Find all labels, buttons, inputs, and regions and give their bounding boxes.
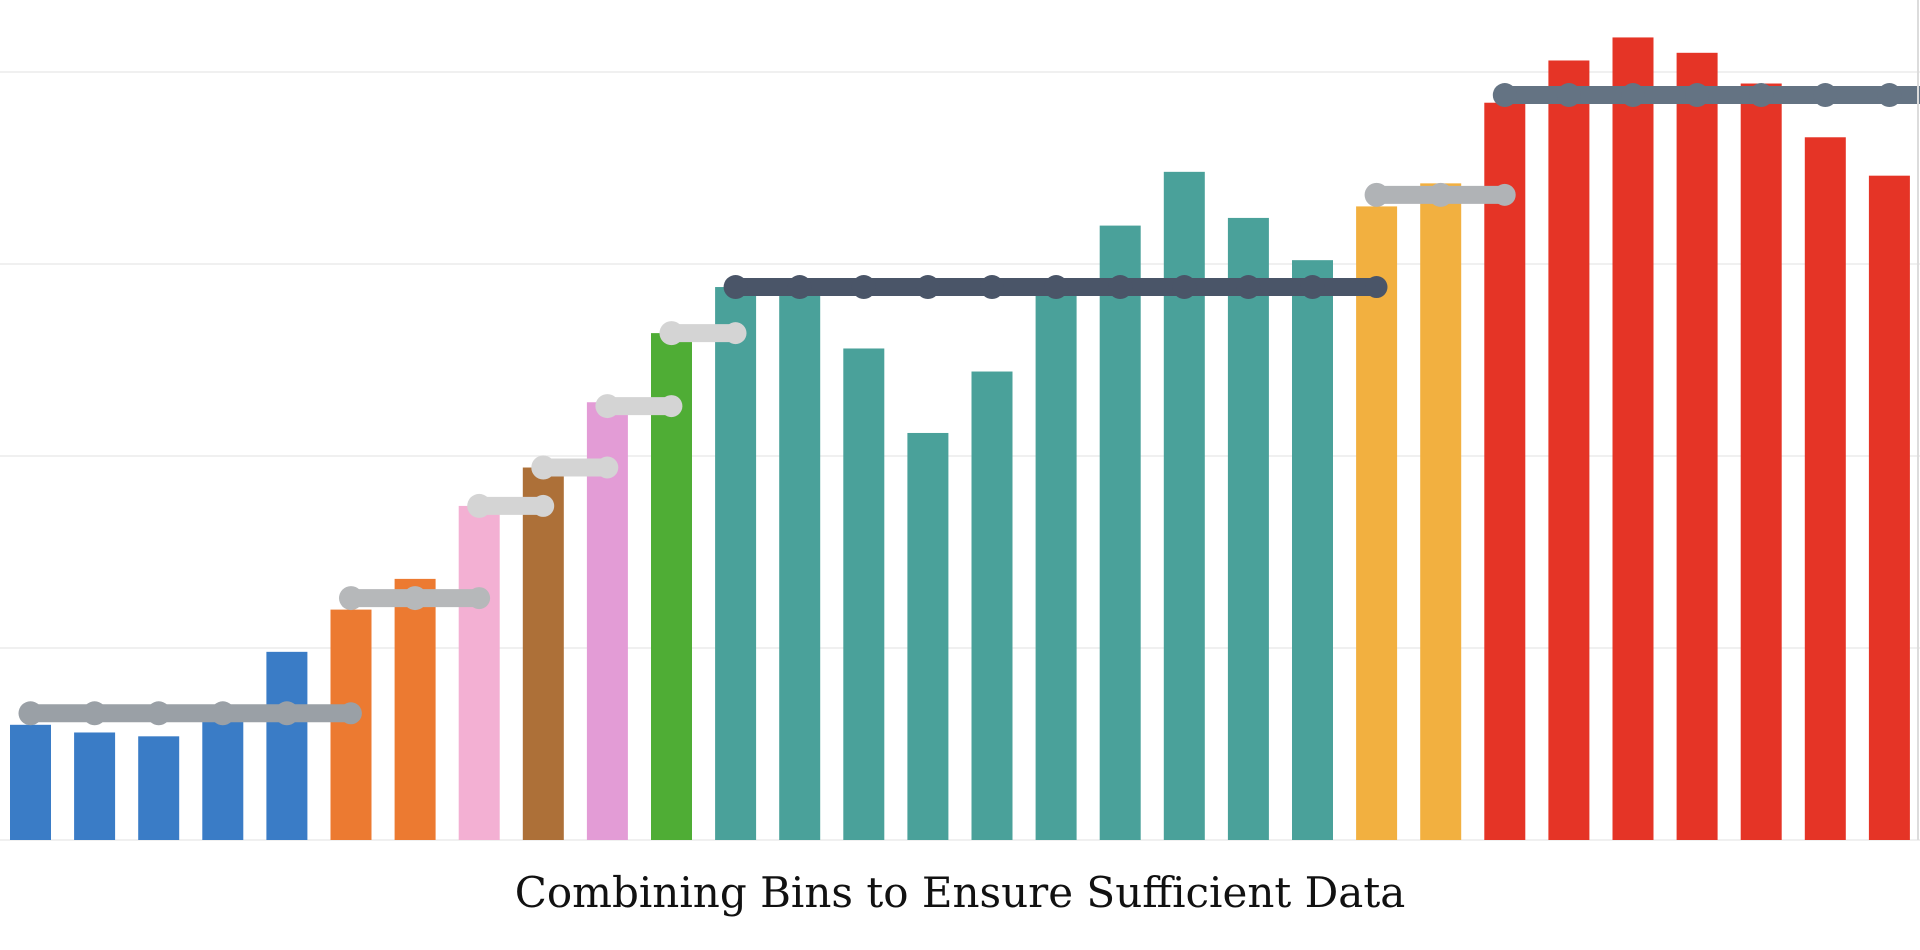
- bar-21: [1356, 206, 1398, 840]
- bar-27: [1740, 83, 1782, 840]
- mean-dot-1-6: [403, 586, 428, 611]
- mean-dot-6-13: [851, 275, 876, 300]
- bar-11: [715, 287, 757, 840]
- bar-12: [779, 287, 821, 840]
- bar-15: [971, 371, 1013, 840]
- mean-dot-end-1: [468, 587, 491, 610]
- bar-4: [266, 651, 308, 840]
- mean-dot-8-23: [1492, 83, 1517, 108]
- mean-dot-8-24: [1556, 83, 1581, 108]
- mean-dot-6-15: [980, 275, 1004, 300]
- bar-17: [1099, 225, 1141, 841]
- mean-dot-6-18: [1172, 275, 1197, 300]
- mean-dot-1-5: [339, 586, 363, 611]
- bar-14: [907, 432, 949, 840]
- mean-dot-6-14: [915, 275, 940, 300]
- mean-dot-end-5: [724, 322, 747, 345]
- mean-dot-6-19: [1236, 275, 1261, 300]
- mean-dot-0-2: [146, 701, 171, 726]
- mean-line-group-5: [659, 321, 747, 346]
- bar-16: [1035, 294, 1077, 841]
- mean-dot-end-2: [532, 494, 555, 517]
- bar-29: [1868, 175, 1910, 840]
- bar-5: [330, 609, 372, 840]
- bar-26: [1676, 52, 1718, 841]
- bar-10: [651, 333, 692, 840]
- bar-0: [10, 724, 51, 840]
- mean-line-group-3: [531, 455, 619, 480]
- bar-22: [1420, 183, 1462, 841]
- mean-line-group-4: [595, 394, 683, 419]
- mean-dot-2-7: [467, 493, 492, 518]
- mean-dot-0-3: [210, 701, 235, 726]
- mean-dot-8-26: [1685, 83, 1710, 108]
- bar-8: [522, 467, 564, 840]
- bar-23: [1484, 102, 1526, 841]
- mean-dot-0-1: [82, 701, 107, 726]
- mean-dot-0-0: [18, 701, 43, 726]
- mean-dot-8-27: [1749, 83, 1774, 108]
- mean-dot-7-21: [1364, 182, 1389, 207]
- mean-dot-8-25: [1621, 83, 1645, 108]
- mean-dot-8-28: [1813, 83, 1838, 108]
- mean-dot-end-6: [1365, 276, 1388, 299]
- mean-dot-6-16: [1044, 275, 1069, 300]
- mean-line-group-0: [18, 701, 362, 726]
- bar-6: [394, 578, 436, 840]
- mean-dot-6-12: [787, 275, 812, 300]
- mean-dot-end-3: [596, 456, 619, 479]
- bar-13: [843, 348, 885, 840]
- bar-28: [1804, 137, 1846, 840]
- mean-dot-6-17: [1108, 275, 1133, 300]
- mean-dot-6-20: [1300, 275, 1325, 300]
- mean-line-group-6: [723, 275, 1388, 300]
- bar-7: [458, 505, 500, 840]
- mean-dot-7-22: [1428, 182, 1453, 207]
- mean-dot-end-0: [339, 702, 362, 725]
- mean-line-group-8: [1492, 83, 1920, 108]
- mean-line-group-1: [339, 586, 491, 611]
- mean-dot-4-9: [595, 394, 620, 419]
- bar-19: [1227, 217, 1269, 841]
- mean-dot-0-4: [274, 701, 299, 726]
- bar-25: [1612, 37, 1654, 840]
- mean-line-group-7: [1364, 182, 1516, 207]
- mean-dot-8-29: [1877, 83, 1902, 108]
- bar-20: [1292, 260, 1333, 840]
- mean-dot-6-11: [723, 275, 748, 300]
- mean-dot-5-10: [659, 321, 684, 346]
- bar-2: [138, 736, 180, 840]
- bar-18: [1163, 171, 1205, 841]
- mean-dot-end-7: [1493, 183, 1516, 206]
- group-mean-lines: [18, 83, 1920, 726]
- bar-3: [202, 720, 244, 840]
- bar-1: [74, 732, 116, 840]
- chart-title: Combining Bins to Ensure Sufficient Data: [514, 868, 1406, 917]
- gridlines: [0, 71, 1920, 841]
- mean-dot-end-4: [660, 395, 683, 418]
- mean-line-group-2: [467, 493, 555, 518]
- mean-dot-3-8: [531, 455, 556, 480]
- bar-24: [1548, 60, 1590, 841]
